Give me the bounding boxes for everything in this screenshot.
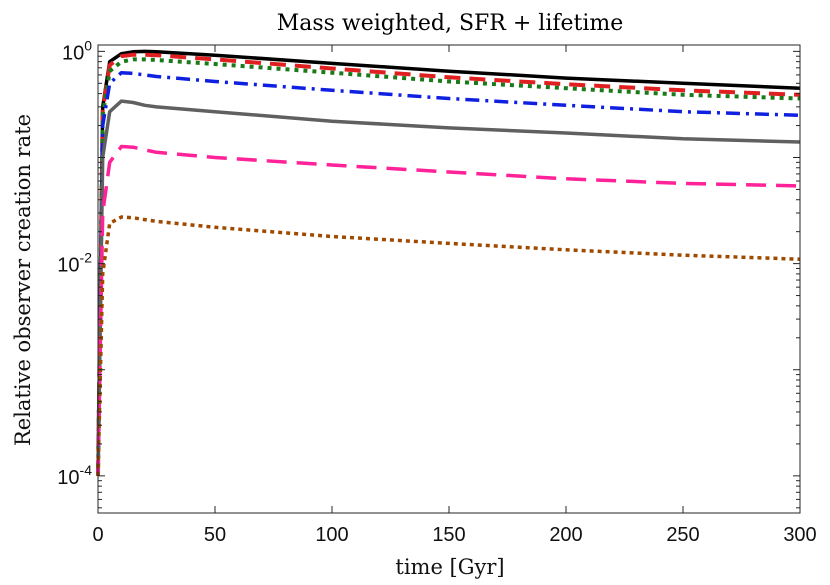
series-line-3	[96, 57, 801, 476]
series-line-4	[96, 70, 801, 476]
plot-area-frame	[97, 44, 801, 514]
series-line-2	[96, 52, 801, 476]
x-tick-label: 100	[315, 524, 348, 546]
y-tick-label: 10-2	[57, 250, 92, 277]
x-tick-label: 300	[783, 524, 816, 546]
x-axis-label: time [Gyr]	[395, 555, 504, 579]
series-layer	[96, 49, 801, 476]
x-tick-label: 0	[92, 524, 103, 546]
series-line-5	[96, 99, 801, 476]
x-tick-label: 50	[204, 524, 226, 546]
x-tick-label: 150	[432, 524, 465, 546]
chart-title: Mass weighted, SFR + lifetime	[277, 11, 624, 36]
tick-label-layer: 0 50 100 150 200 250 300 10-4 10-2 100	[57, 37, 816, 546]
series-line-6	[96, 144, 801, 476]
x-tick-label: 200	[549, 524, 582, 546]
y-tick-label: 100	[62, 37, 92, 64]
series-line-1	[96, 49, 801, 476]
tick-layer	[97, 45, 801, 513]
x-tick-label: 250	[666, 524, 699, 546]
series-line-7	[96, 215, 801, 476]
y-axis-label: Relative observer creation rate	[11, 114, 35, 446]
y-tick-label: 10-4	[57, 462, 92, 489]
